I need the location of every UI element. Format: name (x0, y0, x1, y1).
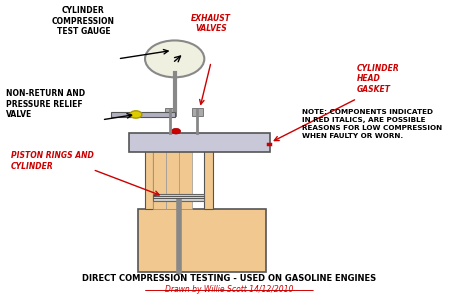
Text: CYLINDER
HEAD
GASKET: CYLINDER HEAD GASKET (357, 64, 400, 94)
Bar (153, 194, 204, 201)
Bar (138, 209, 266, 271)
Bar (111, 112, 174, 117)
Text: PISTON RINGS AND
CYLINDER: PISTON RINGS AND CYLINDER (10, 151, 93, 171)
Bar (129, 133, 271, 152)
Circle shape (172, 128, 181, 134)
Bar (192, 109, 203, 115)
Text: DIRECT COMPRESSION TESTING - USED ON GASOLINE ENGINES: DIRECT COMPRESSION TESTING - USED ON GAS… (82, 274, 376, 283)
Text: NOTE: COMPONENTS INDICATED
IN RED ITALICS, ARE POSSIBLE
REASONS FOR LOW COMPRESS: NOTE: COMPONENTS INDICATED IN RED ITALIC… (302, 109, 442, 139)
Bar (164, 109, 175, 115)
Text: CYLINDER
COMPRESSION
TEST GAUGE: CYLINDER COMPRESSION TEST GAUGE (52, 7, 115, 36)
Text: EXHAUST
VALVES: EXHAUST VALVES (191, 14, 231, 33)
Bar (166, 147, 179, 209)
Bar (179, 147, 191, 209)
Text: NON-RETURN AND
PRESSURE RELIEF
VALVE: NON-RETURN AND PRESSURE RELIEF VALVE (6, 89, 85, 119)
Circle shape (130, 111, 142, 118)
Bar (145, 147, 153, 209)
Text: Drawn by Willie Scott 14/12/2010: Drawn by Willie Scott 14/12/2010 (165, 285, 293, 294)
Bar (204, 147, 212, 209)
Bar (153, 147, 166, 209)
Circle shape (145, 41, 204, 77)
